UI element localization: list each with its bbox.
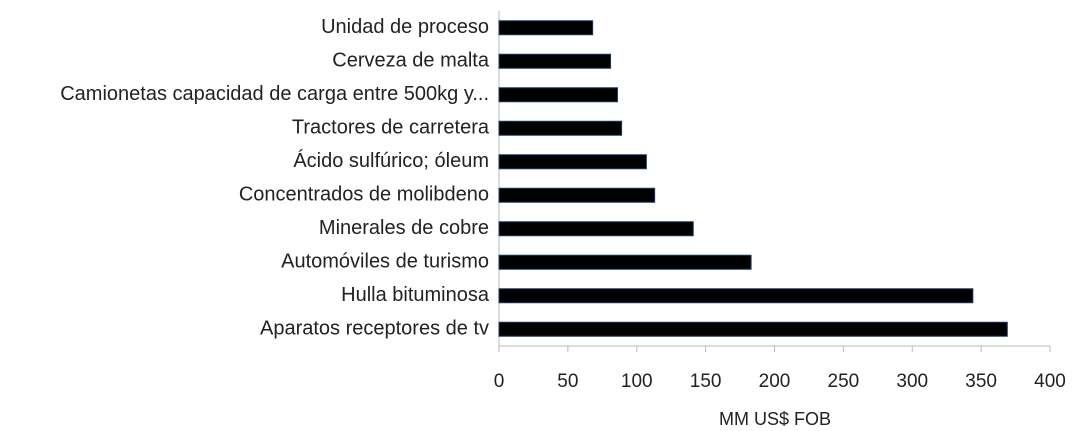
y-tick-label: Cerveza de malta — [332, 50, 490, 72]
y-tick-label: Hulla bituminosa — [341, 284, 490, 306]
bar — [498, 53, 612, 69]
x-axis-title: MM US$ FOB — [719, 409, 831, 429]
bar — [498, 321, 1008, 337]
bar — [498, 288, 974, 304]
x-tick-label: 0 — [494, 371, 505, 392]
y-tick-label: Minerales de cobre — [319, 217, 489, 239]
bar — [498, 20, 594, 36]
x-tick-label: 300 — [896, 371, 928, 392]
x-tick-label: 350 — [965, 371, 997, 392]
bar — [498, 254, 752, 270]
y-tick-label: Concentrados de molibdeno — [239, 184, 489, 206]
y-tick-label: Tractores de carretera — [292, 117, 490, 139]
x-tick-label: 150 — [690, 371, 722, 392]
bar — [498, 87, 618, 103]
y-tick-label: Aparatos receptores de tv — [260, 318, 489, 340]
bar — [498, 221, 694, 237]
y-tick-label: Ácido sulfúrico; óleum — [293, 149, 489, 172]
y-tick-label: Camionetas capacidad de carga entre 500k… — [60, 83, 489, 105]
bar — [498, 120, 623, 136]
x-tick-label: 200 — [759, 371, 791, 392]
x-tick-label: 400 — [1034, 371, 1066, 392]
y-tick-label: Automóviles de turismo — [281, 251, 489, 273]
x-tick-label: 250 — [828, 371, 860, 392]
y-tick-label: Unidad de proceso — [321, 16, 489, 38]
bar — [498, 187, 656, 203]
bar — [498, 154, 647, 170]
x-tick-label: 50 — [557, 371, 578, 392]
x-tick-label: 100 — [621, 371, 653, 392]
